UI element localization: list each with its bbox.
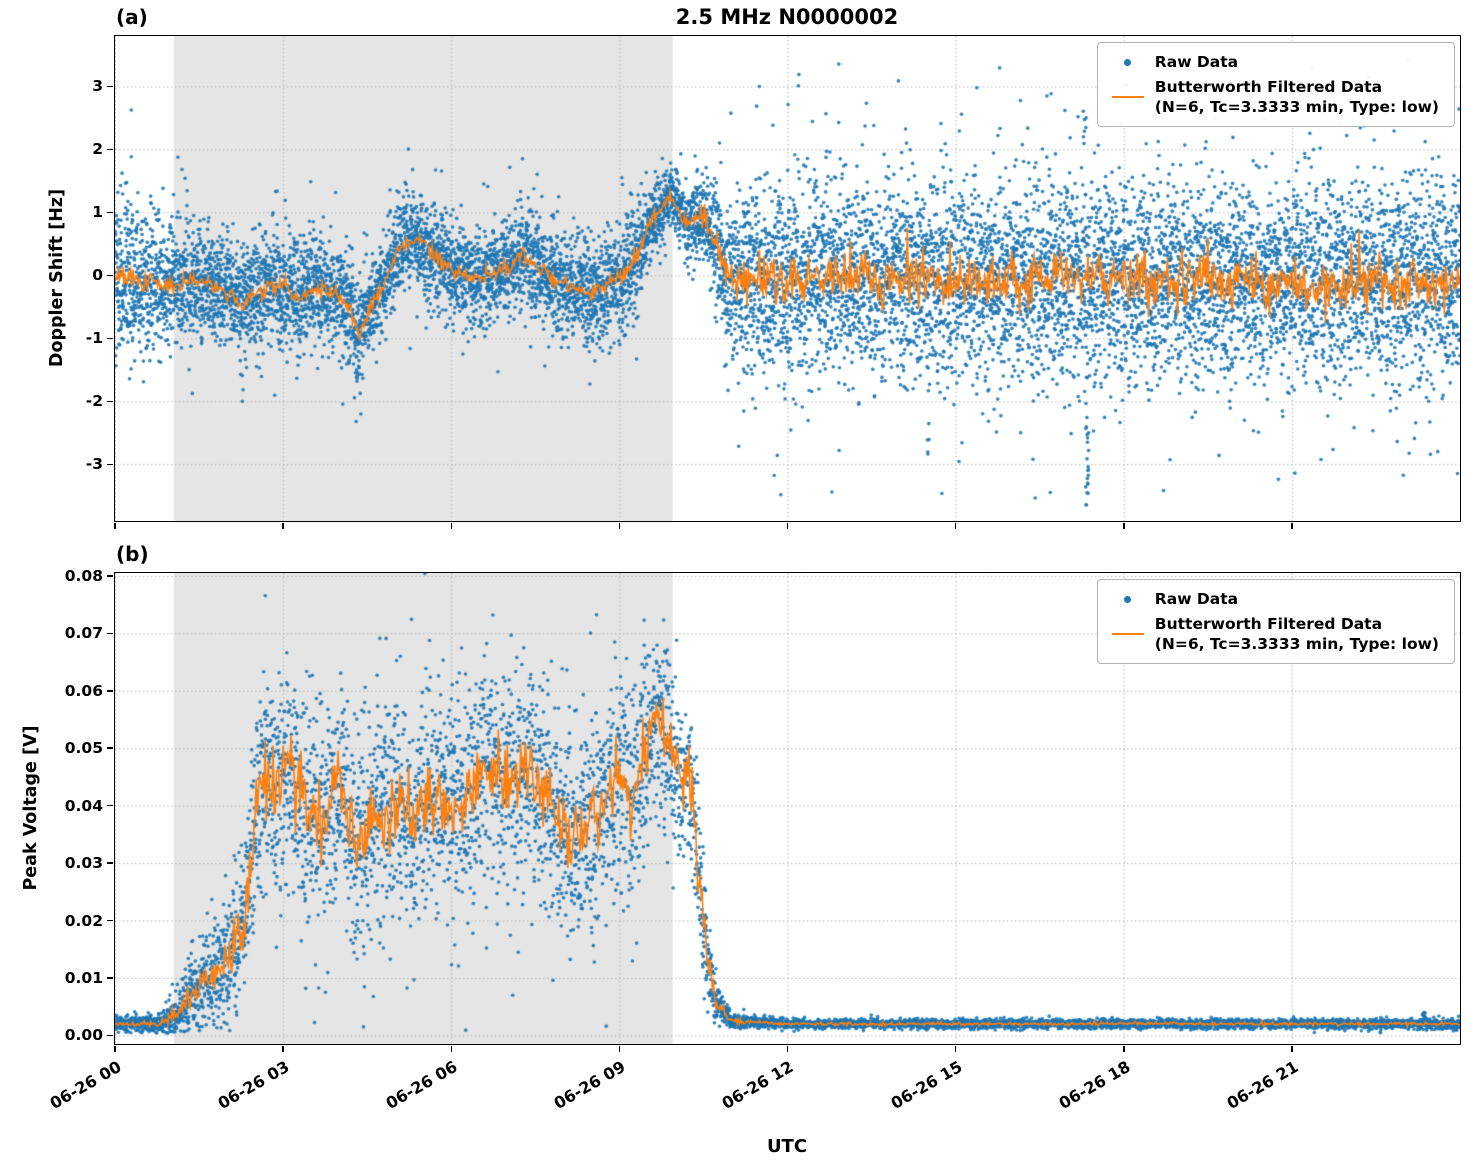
legend-filtered-label-block: Butterworth Filtered Data (N=6, Tc=3.333… [1155,614,1439,654]
peak-voltage-y-axis-label: Peak Voltage [V] [21,725,41,891]
x-tick-label: 06-26 03 [214,1057,293,1113]
legend-filtered-sublabel: (N=6, Tc=3.3333 min, Type: low) [1154,98,1439,117]
y-tick-label: 0.03 [64,854,103,873]
y-tick-label: -3 [85,455,103,474]
doppler-shift-y-axis-label: Doppler Shift [Hz] [47,188,67,368]
y-tick-mark [107,337,113,340]
y-tick-mark [107,977,113,979]
legend-filtered-sublabel: (N=6, Tc=3.3333 min, Type: low) [1154,635,1439,654]
y-tick-mark [107,1034,113,1037]
x-tick-label: 06-26 18 [1055,1057,1134,1113]
y-tick-label: 0.07 [64,624,103,643]
x-tick-mark [618,523,621,529]
y-tick-mark [107,274,113,277]
x-tick-mark [618,1046,621,1052]
y-tick-mark [107,211,113,214]
legend-filtered-label-block: Butterworth Filtered Data (N=6, Tc=3.333… [1155,77,1439,117]
figure-title: 2.5 MHz N0000002 [675,5,899,29]
x-tick-label: 06-26 09 [550,1057,629,1113]
x-tick-label: 06-26 06 [382,1057,461,1113]
x-tick-mark [1291,523,1293,529]
y-tick-label: 3 [92,77,103,96]
x-tick-mark [450,1046,452,1052]
legend-raw-label: Raw Data [1154,590,1239,608]
legend-filtered-row: Butterworth Filtered Data (N=6, Tc=3.333… [1110,614,1439,654]
y-tick-label: 2 [92,140,103,159]
y-tick-mark [107,575,113,577]
y-tick-label: 0.00 [64,1026,103,1045]
legend-filtered-label: Butterworth Filtered Data [1154,615,1383,634]
x-tick-mark [786,523,789,529]
y-tick-label: 0 [92,266,103,285]
legend-filtered-row: Butterworth Filtered Data (N=6, Tc=3.333… [1110,77,1439,117]
x-tick-mark [1123,523,1125,529]
x-tick-label: 06-26 00 [46,1057,125,1113]
y-tick-label: 0.05 [64,739,103,758]
x-tick-label: 06-26 15 [887,1057,966,1113]
legend-filtered-label: Butterworth Filtered Data [1154,78,1383,97]
y-tick-mark [107,862,113,864]
filtered-data-marker-icon [1111,633,1144,636]
x-tick-mark [450,523,452,529]
y-tick-mark [107,463,113,466]
y-tick-mark [107,747,113,749]
legend-raw-label: Raw Data [1154,53,1239,71]
x-tick-mark [954,1046,957,1052]
y-tick-label: -1 [85,329,103,348]
panel-b-label: (b) [116,542,149,566]
legend-panel-b: Raw Data Butterworth Filtered Data (N=6,… [1096,579,1455,665]
filtered-marker-box [1110,96,1146,99]
y-tick-label: -2 [85,392,103,411]
raw-marker-box [1110,595,1146,603]
x-tick-label: 06-26 21 [1223,1057,1302,1113]
y-tick-mark [107,919,113,922]
raw-data-marker-icon [1124,595,1132,603]
y-tick-label: 0.02 [64,911,103,930]
y-tick-label: 0.06 [64,681,103,700]
x-tick-mark [954,523,957,529]
x-tick-mark [786,1046,789,1052]
x-tick-mark [114,523,116,529]
y-tick-mark [107,690,113,692]
y-tick-mark [107,85,113,88]
y-tick-mark [107,148,113,151]
legend-raw-row: Raw Data [1110,589,1439,609]
filtered-data-marker-icon [1111,96,1144,99]
y-tick-mark [107,804,113,807]
raw-data-marker-icon [1124,58,1132,66]
x-tick-mark [1291,1046,1293,1052]
x-tick-mark [282,1046,284,1052]
filtered-marker-box [1110,633,1146,636]
y-tick-label: 0.01 [64,968,103,987]
legend-raw-row: Raw Data [1110,52,1439,72]
raw-marker-box [1110,58,1146,66]
y-tick-mark [107,400,113,403]
panel-a-label: (a) [116,5,148,29]
y-tick-label: 0.04 [64,796,103,815]
y-tick-label: 1 [92,203,103,222]
x-tick-mark [114,1046,116,1052]
x-tick-mark [282,523,284,529]
legend-panel-a: Raw Data Butterworth Filtered Data (N=6,… [1096,42,1455,128]
x-tick-label: 06-26 12 [719,1057,797,1113]
x-tick-mark [1123,1046,1125,1052]
y-tick-mark [107,632,113,635]
y-tick-label: 0.08 [64,566,103,585]
x-axis-label: UTC [766,1136,808,1157]
